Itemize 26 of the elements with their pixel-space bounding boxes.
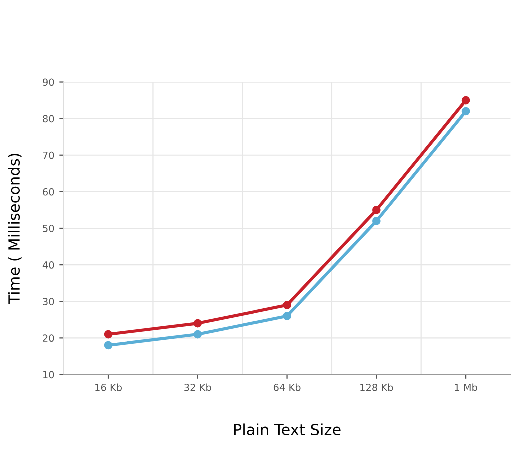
- y-tick-label: 90: [43, 78, 54, 86]
- y-axis-title: Time ( Milliseconds): [8, 154, 22, 304]
- point: [372, 217, 381, 226]
- y-tick-label: 20: [43, 334, 54, 342]
- x-axis-title: Plain Text Size: [234, 424, 341, 436]
- point: [283, 312, 292, 320]
- y-tick-label: 50: [43, 224, 54, 232]
- y-tick-label: 70: [43, 152, 54, 160]
- x-tick-label: 32 Kb: [184, 384, 212, 392]
- y-tick-label: 30: [43, 298, 54, 306]
- point: [104, 330, 113, 339]
- x-tick-label: 1 Mb: [455, 384, 478, 392]
- point: [194, 330, 202, 339]
- x-tick-label: 64 Kb: [274, 384, 301, 392]
- point: [462, 107, 470, 116]
- point: [283, 301, 292, 310]
- point: [104, 341, 113, 350]
- x-tick-label: 16 Kb: [96, 384, 122, 392]
- y-tick-label: 10: [44, 371, 54, 379]
- point: [462, 96, 470, 105]
- y-tick-label: 40: [42, 262, 54, 269]
- x-tick-label: 128 Kb: [360, 384, 394, 392]
- point: [372, 206, 381, 214]
- y-tick-label: 60: [43, 188, 54, 196]
- point: [194, 319, 202, 328]
- y-tick-label: 80: [43, 115, 54, 123]
